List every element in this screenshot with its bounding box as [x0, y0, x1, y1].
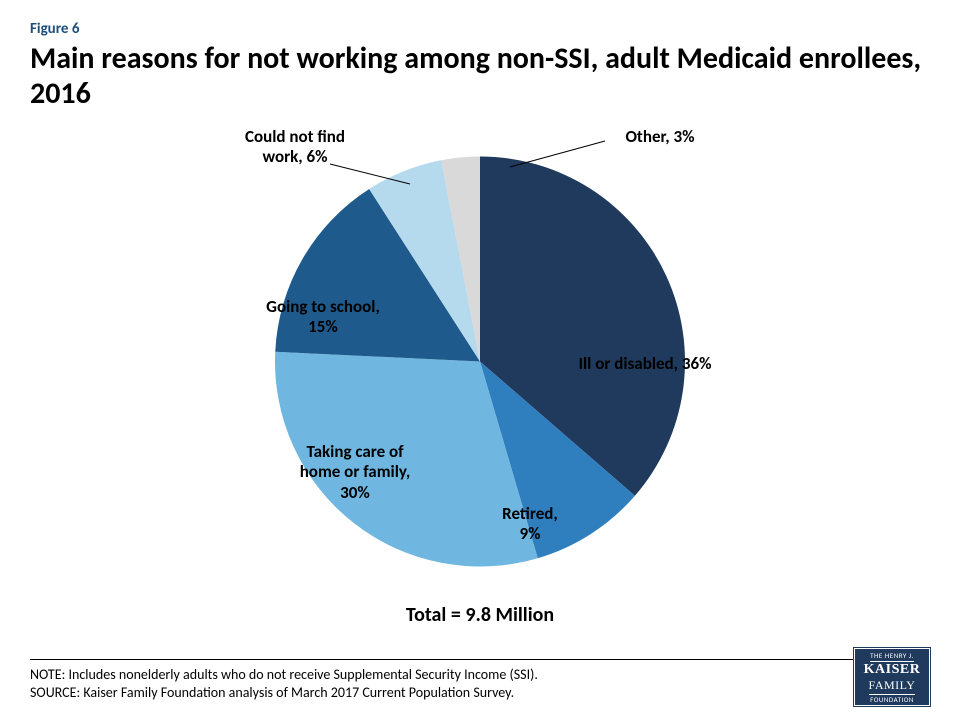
logo-line1: THE HENRY J.: [870, 651, 914, 662]
slice-label: Ill or disabled, 36%: [550, 354, 740, 374]
pie-chart: Ill or disabled, 36% Retired,9% Taking car…: [30, 119, 930, 609]
slice-label: Going to school,15%: [243, 297, 403, 338]
figure-label: Figure 6: [30, 20, 930, 38]
kff-logo: THE HENRY J. KAISER FAMILY FOUNDATION: [854, 648, 930, 706]
slice-label: Could not findwork, 6%: [210, 127, 380, 168]
slice-label: Taking care ofhome or family,30%: [255, 442, 455, 503]
slice-label: Other, 3%: [600, 127, 720, 147]
slice-label: Retired,9%: [480, 504, 580, 545]
logo-line3: FAMILY: [869, 678, 916, 695]
footer: NOTE: Includes nonelderly adults who do …: [30, 659, 930, 702]
chart-title: Main reasons for not working among non-S…: [30, 42, 930, 111]
logo-line4: FOUNDATION: [870, 695, 914, 704]
source-text: SOURCE: Kaiser Family Foundation analysi…: [30, 684, 930, 702]
logo-line2: KAISER: [864, 662, 921, 678]
note-text: NOTE: Includes nonelderly adults who do …: [30, 666, 930, 684]
